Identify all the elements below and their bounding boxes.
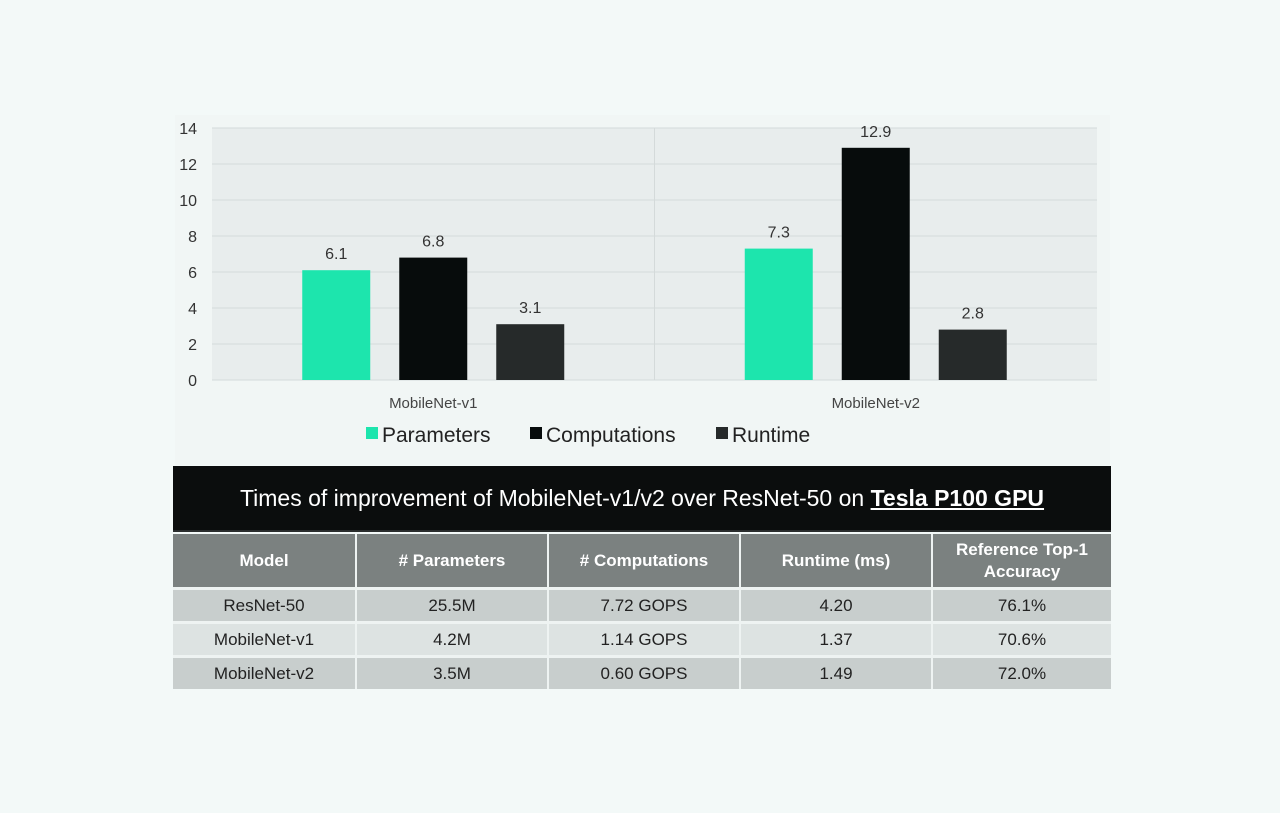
bar-computations (399, 257, 468, 380)
legend-swatch (366, 427, 378, 439)
y-tick-label: 0 (188, 373, 197, 390)
header-cell: Reference Top-1 Accuracy (932, 534, 1111, 589)
cell: 4.2M (356, 621, 549, 657)
cell: MobileNet-v2 (173, 655, 357, 689)
data-label: 6.8 (422, 234, 444, 251)
y-tick-label: 4 (188, 301, 197, 318)
table-header-row: Model # Parameters # Computations Runtim… (173, 534, 1111, 589)
header-cell: # Parameters (356, 534, 549, 589)
legend-swatch (716, 427, 728, 439)
y-tick-label: 8 (188, 229, 197, 246)
data-label: 3.1 (519, 300, 541, 317)
legend-label: Runtime (732, 424, 810, 447)
y-tick-label: 10 (179, 193, 197, 210)
cell: 76.1% (932, 587, 1111, 623)
legend-label: Parameters (382, 424, 491, 447)
cell: 4.20 (740, 587, 933, 623)
bar-parameters (302, 270, 371, 380)
data-label: 12.9 (860, 124, 891, 141)
cell: 7.72 GOPS (548, 587, 741, 623)
bar-parameters (744, 248, 813, 380)
cell: 0.60 GOPS (548, 655, 741, 689)
table-row: ResNet-50 25.5M 7.72 GOPS 4.20 76.1% (173, 587, 1111, 623)
table-title-text: Times of improvement of MobileNet-v1/v2 … (239, 484, 871, 511)
y-tick-label: 12 (179, 157, 197, 174)
y-tick-label: 14 (179, 121, 197, 138)
x-tick-label: MobileNet-v2 (832, 395, 920, 412)
cell: ResNet-50 (173, 587, 357, 623)
bar-runtime (938, 329, 1007, 380)
legend-swatch (530, 427, 542, 439)
cell: 1.49 (740, 655, 933, 689)
table-row: MobileNet-v2 3.5M 0.60 GOPS 1.49 72.0% (173, 655, 1111, 689)
bar-chart: 0 2 4 6 8 10 12 14 MobileNet-v1 6.1 6.8 3.1 MobileNe… (179, 121, 1097, 447)
legend-label: Computations (546, 424, 676, 447)
data-label: 7.3 (768, 225, 790, 242)
data-label: 6.1 (325, 246, 347, 263)
cell: 72.0% (932, 655, 1111, 689)
cell: 25.5M (356, 587, 549, 623)
x-tick-label: MobileNet-v1 (389, 395, 477, 412)
comparison-table: Times of improvement of MobileNet-v1/v2 … (173, 466, 1111, 689)
header-cell: Runtime (ms) (740, 534, 933, 589)
y-tick-label: 2 (188, 337, 197, 354)
cell: 3.5M (356, 655, 549, 689)
header-cell: # Computations (548, 534, 741, 589)
header-cell: Model (173, 534, 357, 589)
y-tick-label: 6 (188, 265, 197, 282)
cell: MobileNet-v1 (173, 621, 357, 657)
table-row: MobileNet-v1 4.2M 1.14 GOPS 1.37 70.6% (173, 621, 1111, 657)
cell: 70.6% (932, 621, 1111, 657)
table-title: Times of improvement of MobileNet-v1/v2 … (173, 466, 1111, 532)
data-label: 2.8 (962, 306, 984, 323)
bar-runtime (496, 324, 565, 380)
cell: 1.37 (740, 621, 933, 657)
cell: 1.14 GOPS (548, 621, 741, 657)
table-title-emphasis: Tesla P100 GPU (870, 484, 1045, 511)
bar-computations (841, 147, 910, 380)
